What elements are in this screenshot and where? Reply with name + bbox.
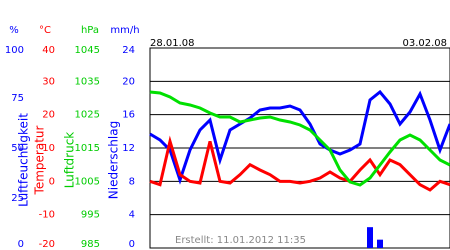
y-tick-label: 40 bbox=[42, 45, 55, 56]
y-tick-label: 100 bbox=[5, 45, 24, 56]
axis-unit: mm/h bbox=[110, 25, 139, 36]
axis-unit: hPa bbox=[81, 25, 99, 36]
y-tick-label: 0 bbox=[49, 176, 55, 187]
y-tick-label: 75 bbox=[11, 93, 24, 104]
y-tick-label: 20 bbox=[122, 76, 135, 87]
y-tick-label: 24 bbox=[122, 45, 135, 56]
y-tick-label: 4 bbox=[129, 210, 135, 221]
y-tick-label: 30 bbox=[42, 76, 55, 87]
y-tick-label: 8 bbox=[129, 176, 135, 187]
y-tick-label: 1005 bbox=[75, 176, 100, 187]
date-end: 03.02.08 bbox=[402, 38, 447, 49]
y-tick-label: 20 bbox=[42, 110, 55, 121]
y-tick-label: 1035 bbox=[75, 76, 100, 87]
axis-title: Temperatur bbox=[33, 125, 47, 195]
series-line bbox=[149, 135, 450, 192]
y-tick-label: 16 bbox=[122, 110, 135, 121]
y-tick-label: 10 bbox=[42, 143, 55, 154]
y-tick-label: -20 bbox=[39, 239, 55, 250]
y-tick-label: 0 bbox=[129, 239, 135, 250]
axis-unit: % bbox=[9, 25, 19, 36]
precip-bar bbox=[377, 239, 383, 248]
y-tick-label: 1045 bbox=[75, 45, 100, 56]
y-tick-label: -10 bbox=[39, 210, 55, 221]
axis-title: Niederschlag bbox=[107, 121, 121, 199]
series-line bbox=[149, 90, 450, 187]
axis-title: Luftdruck bbox=[63, 132, 77, 189]
y-tick-label: 985 bbox=[81, 239, 100, 250]
y-tick-label: 50 bbox=[11, 143, 24, 154]
footer: Erstellt: 11.01.2012 11:35 bbox=[175, 235, 306, 246]
y-tick-label: 12 bbox=[122, 143, 135, 154]
y-tick-label: 1015 bbox=[75, 143, 100, 154]
y-tick-label: 1025 bbox=[75, 110, 100, 121]
date-start: 28.01.08 bbox=[150, 38, 195, 49]
series-line bbox=[149, 89, 450, 185]
axis-title: Luftfeuchtigkeit bbox=[17, 113, 31, 207]
precip-bar bbox=[367, 227, 373, 248]
axis-unit: °C bbox=[39, 25, 51, 36]
y-tick-label: 0 bbox=[18, 239, 24, 250]
y-tick-label: 995 bbox=[81, 210, 100, 221]
y-tick-label: 25 bbox=[11, 193, 24, 204]
